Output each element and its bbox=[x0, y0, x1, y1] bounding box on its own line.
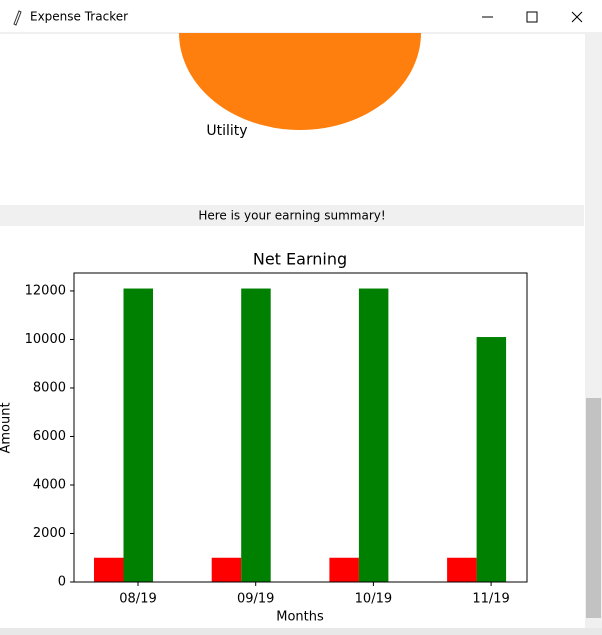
bar bbox=[358, 288, 389, 582]
title-bar bbox=[0, 0, 602, 33]
plot-frame bbox=[73, 272, 528, 583]
x-tick-label: 10/19 bbox=[355, 592, 392, 607]
bar bbox=[447, 557, 477, 582]
bar bbox=[329, 557, 359, 582]
y-axis-label: Amount bbox=[0, 402, 14, 453]
bar bbox=[211, 557, 242, 582]
bottom-edge bbox=[0, 628, 602, 635]
x-tick-label: 09/19 bbox=[237, 592, 274, 607]
scrollbar-thumb[interactable] bbox=[586, 398, 601, 618]
y-tick-label: 0 bbox=[58, 575, 66, 590]
y-tick-label: 10000 bbox=[25, 332, 66, 347]
y-tick-label: 8000 bbox=[33, 380, 66, 395]
y-tick-label: 12000 bbox=[25, 283, 66, 298]
bar bbox=[476, 337, 507, 582]
x-tick-label: 08/19 bbox=[119, 592, 156, 607]
chart-title: Net Earning bbox=[253, 250, 347, 269]
y-tick-label: 4000 bbox=[33, 477, 66, 492]
app-icon bbox=[13, 10, 22, 26]
window-title: Expense Tracker bbox=[30, 10, 128, 24]
maximize-button[interactable] bbox=[526, 11, 538, 23]
pie-label: Utility bbox=[206, 123, 247, 139]
bar bbox=[241, 288, 271, 582]
y-tick-label: 2000 bbox=[33, 526, 66, 541]
x-tick-label: 11/19 bbox=[472, 592, 509, 607]
bar bbox=[123, 288, 153, 582]
y-tick-label: 6000 bbox=[33, 429, 66, 444]
close-button[interactable] bbox=[571, 11, 583, 23]
x-axis-label: Months bbox=[276, 610, 324, 625]
summary-bar bbox=[0, 205, 584, 226]
pie-slice bbox=[179, 33, 421, 130]
bar bbox=[94, 557, 124, 582]
summary-text: Here is your earning summary! bbox=[198, 209, 385, 223]
